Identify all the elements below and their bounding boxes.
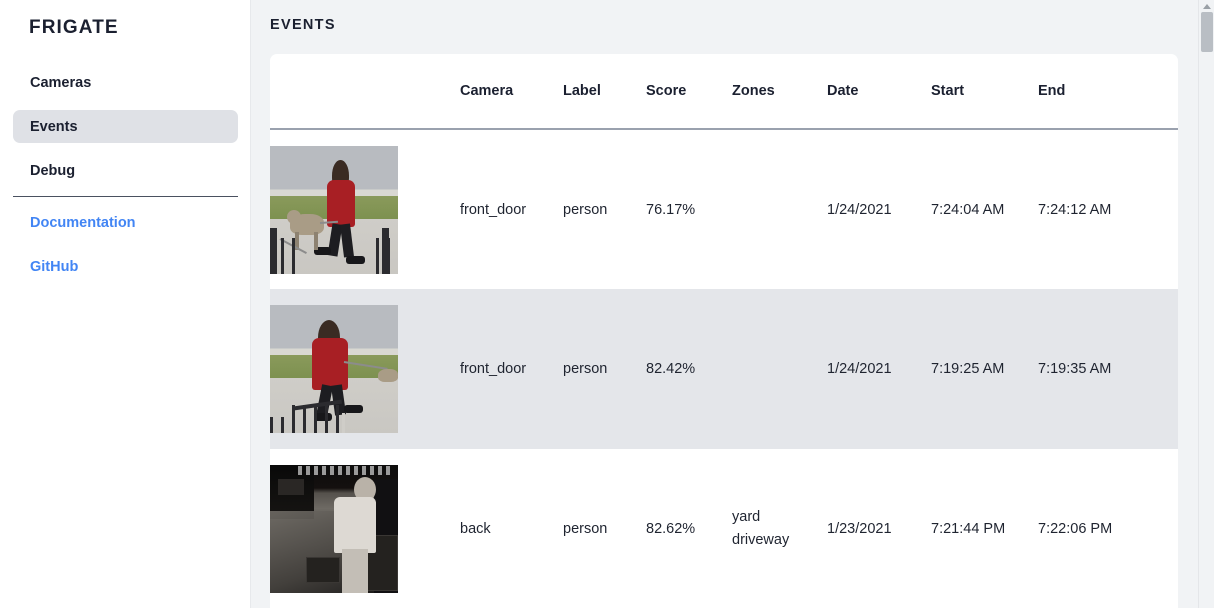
person-shoe-right xyxy=(346,255,365,264)
event-date: 1/23/2021 xyxy=(827,521,892,537)
scrollbar-thumb[interactable] xyxy=(1201,12,1213,52)
scroll-up-icon[interactable] xyxy=(1203,4,1211,9)
event-date: 1/24/2021 xyxy=(827,201,892,218)
sidebar-link-documentation[interactable]: Documentation xyxy=(30,215,136,231)
person-shoe-right xyxy=(344,405,363,413)
leash-trailing xyxy=(342,413,345,433)
dog-leg xyxy=(314,231,318,250)
event-score: 82.62% xyxy=(646,521,696,537)
event-start-time: 7:24:04 AM xyxy=(931,201,1005,218)
sidebar-item-debug[interactable]: Debug xyxy=(13,154,238,187)
dog-body xyxy=(378,369,398,382)
fence-railing-right xyxy=(376,237,398,274)
person-pants xyxy=(342,549,368,593)
sidebar-link-github[interactable]: GitHub xyxy=(30,259,79,275)
table-header-row: Camera Label Score Zones Date Start End xyxy=(270,54,1178,129)
person-torso xyxy=(334,497,376,553)
event-label[interactable]: person xyxy=(563,201,608,218)
column-header-label[interactable]: Label xyxy=(563,83,601,99)
sidebar-item-label: Cameras xyxy=(30,74,92,91)
column-header-camera[interactable]: Camera xyxy=(460,83,514,99)
sidebar-item-label: Debug xyxy=(30,162,76,179)
event-score: 76.17% xyxy=(646,201,696,218)
column-header-score[interactable]: Score xyxy=(646,83,687,99)
sidebar-divider xyxy=(13,196,238,197)
event-end-time: 7:24:12 AM xyxy=(1038,201,1112,218)
event-camera[interactable]: front_door xyxy=(460,361,527,377)
person-torso xyxy=(312,338,348,390)
column-header-zones[interactable]: Zones xyxy=(732,83,775,99)
person-torso xyxy=(327,179,355,227)
event-date: 1/24/2021 xyxy=(827,361,892,377)
table-row[interactable]: back person 82.62% yard driveway 1/23/202… xyxy=(270,449,1178,608)
event-label[interactable]: person xyxy=(563,361,608,377)
column-header-date[interactable]: Date xyxy=(827,83,859,99)
sidebar-item-events[interactable]: Events xyxy=(13,110,238,143)
timestamp-overlay xyxy=(298,466,391,475)
event-camera[interactable]: back xyxy=(460,521,491,537)
events-card: Camera Label Score Zones Date Start End xyxy=(270,54,1178,608)
column-header-thumbnail[interactable] xyxy=(270,54,460,129)
sidebar-item-cameras[interactable]: Cameras xyxy=(13,66,238,99)
event-start-time: 7:21:44 PM xyxy=(931,521,1006,537)
fence-railing-left xyxy=(270,237,300,274)
sidebar-item-label: Events xyxy=(30,118,78,135)
event-end-time: 7:19:35 AM xyxy=(1038,361,1112,377)
event-zones[interactable] xyxy=(732,129,827,289)
person-shoe-left xyxy=(314,246,331,255)
main-content: EVENTS Camera Label Score Zones xyxy=(251,0,1198,608)
events-table: Camera Label Score Zones Date Start End xyxy=(270,54,1178,608)
event-thumbnail-image[interactable] xyxy=(270,465,398,593)
person-head xyxy=(354,477,376,502)
event-start-time: 7:19:25 AM xyxy=(931,361,1005,377)
event-zones[interactable]: yard driveway xyxy=(732,449,827,608)
event-thumbnail-cell xyxy=(270,449,460,608)
page-title: EVENTS xyxy=(270,17,336,33)
event-zones[interactable] xyxy=(732,289,827,449)
column-header-start[interactable]: Start xyxy=(931,83,965,99)
table-header: Camera Label Score Zones Date Start End xyxy=(270,54,1178,129)
sidebar: FRIGATE Cameras Events Debug Documentati… xyxy=(0,0,251,608)
page-scrollbar[interactable] xyxy=(1198,0,1214,608)
event-thumbnail-image[interactable] xyxy=(270,305,398,433)
event-end-time: 7:22:06 PM xyxy=(1038,521,1113,537)
app-brand-title: FRIGATE xyxy=(29,17,119,38)
column-header-end[interactable]: End xyxy=(1038,83,1066,99)
event-camera[interactable]: front_door xyxy=(460,201,527,218)
event-score: 82.42% xyxy=(646,361,696,377)
event-zone-tag[interactable]: yard xyxy=(732,509,761,526)
table-row[interactable]: front_door person 82.42% 1/24/2021 7:19:… xyxy=(270,289,1178,449)
event-thumbnail-cell xyxy=(270,289,460,449)
fence-railing xyxy=(292,405,344,433)
ground-object xyxy=(306,557,340,583)
event-label[interactable]: person xyxy=(563,521,608,537)
table-body: front_door person 76.17% 1/24/2021 7:24:… xyxy=(270,129,1178,608)
event-thumbnail-image[interactable] xyxy=(270,145,398,274)
event-thumbnail-cell xyxy=(270,129,460,289)
dog-head xyxy=(287,209,301,224)
fence-railing-left xyxy=(270,417,294,433)
background-object xyxy=(278,479,304,495)
table-row[interactable]: front_door person 76.17% 1/24/2021 7:24:… xyxy=(270,129,1178,289)
event-zone-tag[interactable]: driveway xyxy=(732,532,790,548)
